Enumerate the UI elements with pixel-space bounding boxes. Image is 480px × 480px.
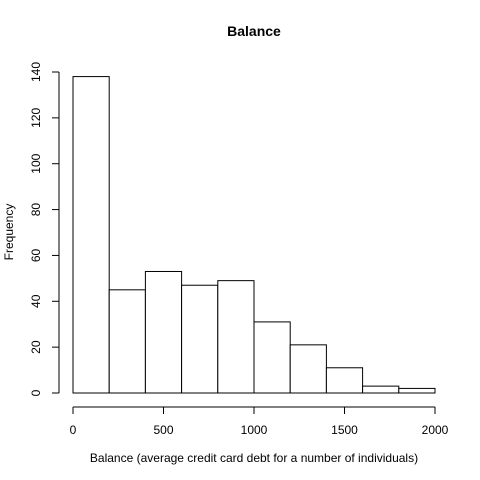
y-tick-label-0: 0 xyxy=(29,389,43,396)
histogram-bar-5 xyxy=(253,321,291,394)
histogram-bar-6 xyxy=(289,344,327,394)
histogram-bar-7 xyxy=(325,367,364,394)
y-tick-label-7: 140 xyxy=(29,62,43,82)
bars-group xyxy=(72,76,436,394)
y-tick-label-1: 20 xyxy=(29,340,43,354)
histogram-bar-4 xyxy=(217,280,255,394)
x-tick-label-0: 0 xyxy=(70,423,77,437)
histogram-bar-3 xyxy=(181,284,219,394)
x-axis: 0 500 1000 1500 2000 xyxy=(70,406,449,437)
histogram-bar-1 xyxy=(108,289,146,394)
x-axis-label: Balance (average credit card debt for a … xyxy=(90,451,418,465)
x-tick-label-2: 1000 xyxy=(241,423,268,437)
x-tick-label-1: 500 xyxy=(153,423,173,437)
y-tick-label-2: 40 xyxy=(29,294,43,308)
y-axis-label: Frequency xyxy=(2,204,16,261)
histogram-bar-2 xyxy=(144,270,183,394)
histogram-bar-0 xyxy=(72,76,110,394)
y-axis: 0 20 40 60 80 100 120 140 xyxy=(29,62,60,396)
chart-title: Balance xyxy=(227,23,281,39)
histogram-bar-8 xyxy=(362,385,400,394)
y-tick-label-5: 100 xyxy=(29,153,43,173)
x-tick-label-3: 1500 xyxy=(331,423,358,437)
y-tick-label-4: 80 xyxy=(29,203,43,217)
y-tick-label-3: 60 xyxy=(29,248,43,262)
x-tick-label-4: 2000 xyxy=(422,423,449,437)
y-tick-label-6: 120 xyxy=(29,108,43,128)
histogram-bar-9 xyxy=(398,387,436,394)
